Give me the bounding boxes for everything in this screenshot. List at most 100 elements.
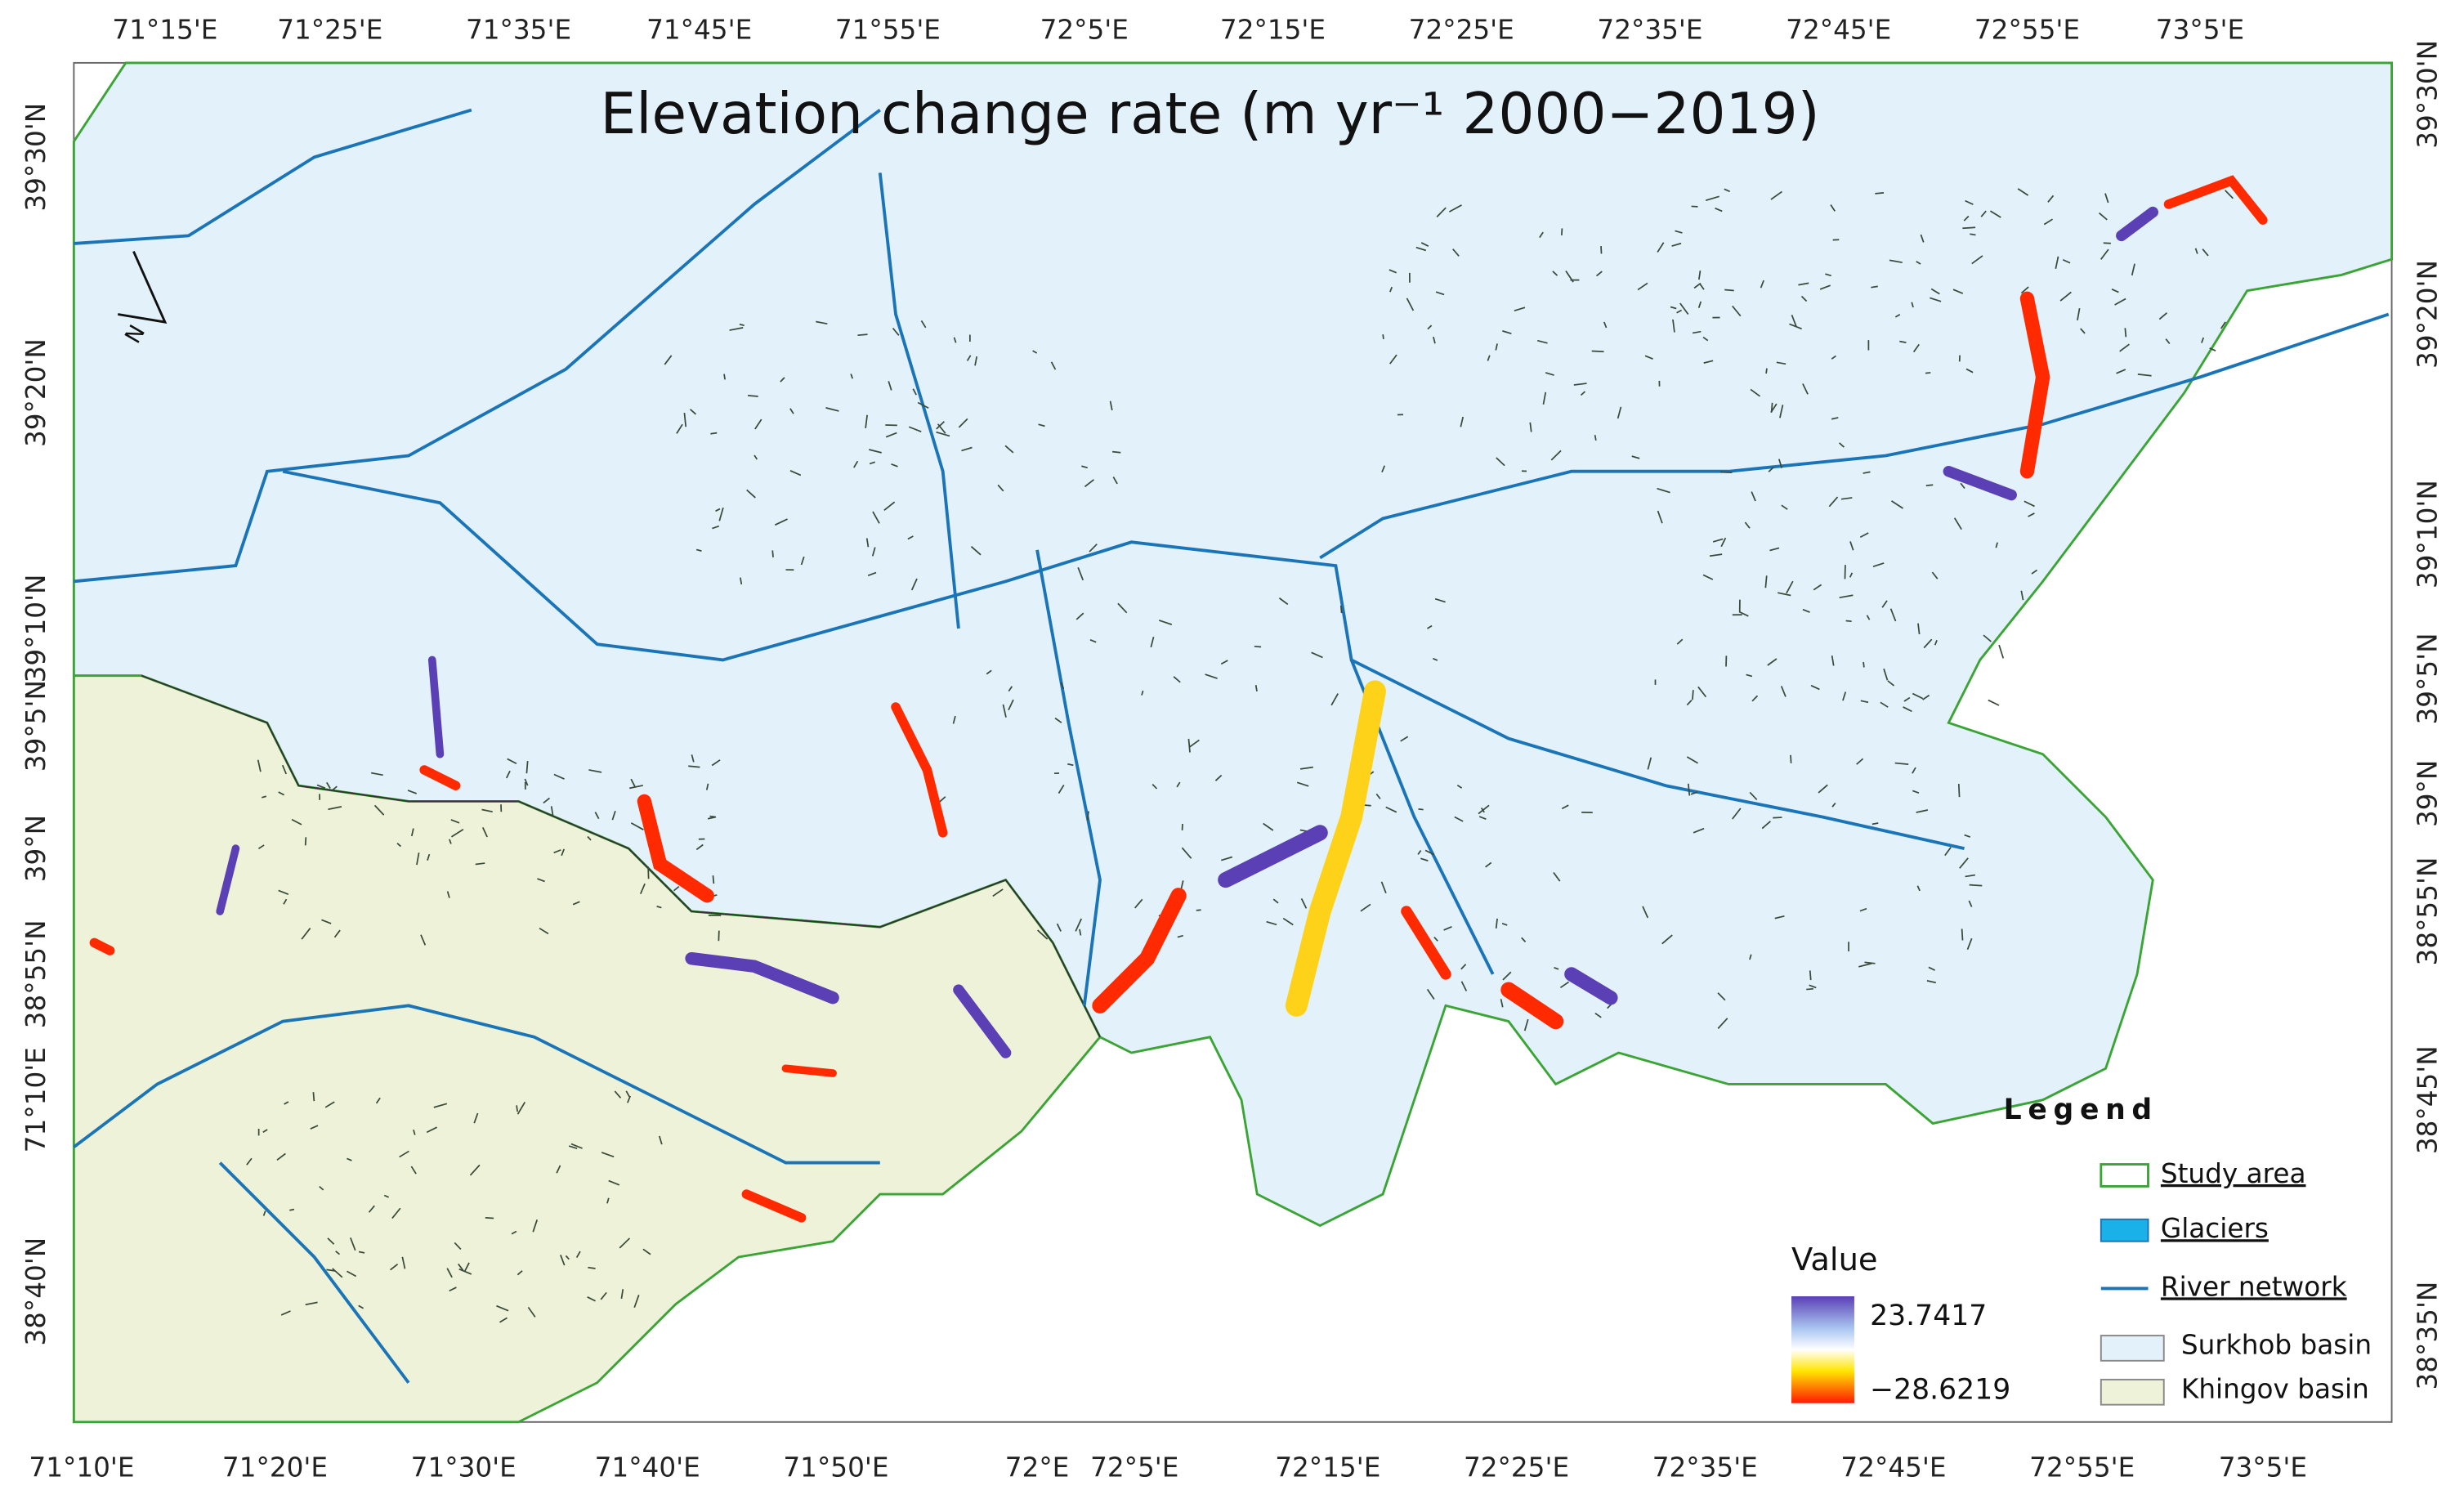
glacier-change (1943, 466, 2017, 501)
glacier-hatch (524, 778, 529, 786)
glacier-hatch (1452, 248, 1460, 257)
glacier-hatch (1887, 680, 1895, 687)
right-lat-label: 38°45'N (2413, 1045, 2444, 1154)
glacier-hatch (1086, 811, 1089, 821)
glacier-hatch (1864, 961, 1876, 964)
glacier-hatch (1702, 574, 1714, 580)
glacier-hatch (1773, 817, 1782, 819)
glacier-hatch (1831, 655, 1835, 666)
glacier-hatch (2131, 263, 2135, 276)
glacier-hatch (326, 781, 331, 789)
glacier-hatch (407, 790, 418, 794)
glacier-hatch (1749, 954, 1752, 960)
glacier-hatch (1778, 592, 1791, 597)
glacier-hatch (1400, 736, 1409, 742)
glacier-hatch (324, 1101, 335, 1108)
glacier-hatch (1595, 271, 1603, 277)
glacier-hatch (2020, 286, 2029, 294)
glacier-hatch (1112, 477, 1118, 485)
glacier-hatch (625, 1090, 630, 1098)
left-lat-label: 38°40'N (20, 1237, 51, 1346)
glacier-hatch (1965, 368, 1974, 374)
glacier-hatch (368, 1205, 375, 1213)
glacier-change (781, 1064, 837, 1077)
glacier-hatch (1802, 608, 1810, 613)
glacier-hatch (825, 407, 839, 412)
glacier-hatch (1751, 695, 1759, 702)
glacier-hatch (1899, 340, 1907, 344)
glacier-hatch (517, 1102, 526, 1115)
glacier-hatch (1774, 915, 1785, 920)
glacier-hatch (639, 883, 646, 895)
glacier-hatch (1789, 323, 1802, 330)
river (74, 109, 881, 584)
glacier-change (1401, 906, 1451, 980)
glacier-hatch (1038, 423, 1045, 427)
glacier-hatch (1672, 319, 1675, 333)
glacier-hatch (953, 337, 957, 343)
glacier-change (891, 702, 948, 838)
glacier-hatch (997, 484, 1004, 492)
glacier-hatch (1957, 784, 1961, 798)
glacier-hatch (449, 1286, 457, 1292)
glacier-change (427, 656, 445, 758)
glacier-hatch (1089, 544, 1098, 553)
glacier-hatch (568, 1145, 578, 1149)
glacier-hatch (1690, 791, 1698, 795)
glacier-hatch (867, 571, 877, 577)
glacier-hatch (358, 1304, 364, 1309)
glacier-hatch (1478, 816, 1487, 821)
glacier-change (1500, 982, 1564, 1030)
glacier-hatch (1417, 849, 1422, 855)
glacier-change (637, 794, 714, 903)
glacier-hatch (1075, 612, 1084, 620)
glacier-hatch (1791, 314, 1797, 327)
glacier-hatch (1657, 487, 1670, 494)
glacier-hatch (262, 1210, 266, 1216)
glacier-hatch (705, 783, 709, 790)
glacier-hatch (261, 795, 267, 799)
glacier-hatch (2077, 308, 2081, 320)
glacier-hatch (2017, 188, 2029, 196)
glacier-hatch (1934, 639, 1938, 646)
glacier-hatch (1959, 857, 1969, 869)
glacier-hatch (816, 320, 828, 325)
glacier-hatch (695, 843, 704, 851)
glacier-hatch (319, 1185, 324, 1191)
glacier-hatch (316, 784, 326, 790)
glacier-change (2163, 175, 2268, 225)
glacier-change (1218, 825, 1328, 888)
glacier-hatch (1529, 422, 1532, 432)
glacier-hatch (1989, 210, 2001, 218)
basin-divide (141, 674, 1101, 1038)
glacier-hatch (789, 408, 794, 414)
glacier-hatch (691, 754, 695, 763)
glacier-hatch (974, 356, 978, 366)
glacier-hatch (1495, 918, 1498, 929)
glacier-hatch (550, 806, 554, 816)
glacier-hatch (1058, 784, 1065, 794)
glacier-hatch (1916, 809, 1929, 813)
glacier-hatch (475, 862, 485, 866)
glacier-hatch (481, 808, 493, 813)
glacier-hatch (1738, 611, 1749, 617)
right-lat-label: 39°N (2413, 760, 2444, 827)
glacier-hatch (710, 432, 718, 435)
glacier-hatch (2111, 289, 2119, 293)
glacier-hatch (1830, 204, 1836, 212)
glacier-hatch (1686, 700, 1693, 706)
left-lat-label: 38°55'N (20, 920, 51, 1028)
glacier-hatch (917, 401, 929, 409)
glacier-hatch (1715, 207, 1723, 213)
glacier-hatch (619, 1237, 631, 1249)
glacier-hatch (1965, 874, 1976, 878)
top-lon-label: 72°5'E (1040, 14, 1129, 45)
glacier-hatch (1971, 255, 1983, 265)
legend-label: Glaciers (2161, 1213, 2269, 1244)
glacier-hatch (1838, 442, 1845, 448)
glacier-hatch (1657, 510, 1663, 524)
glacier-hatch (1221, 856, 1233, 861)
glacier-hatch (1282, 917, 1294, 926)
glacier-hatch (1647, 757, 1652, 770)
